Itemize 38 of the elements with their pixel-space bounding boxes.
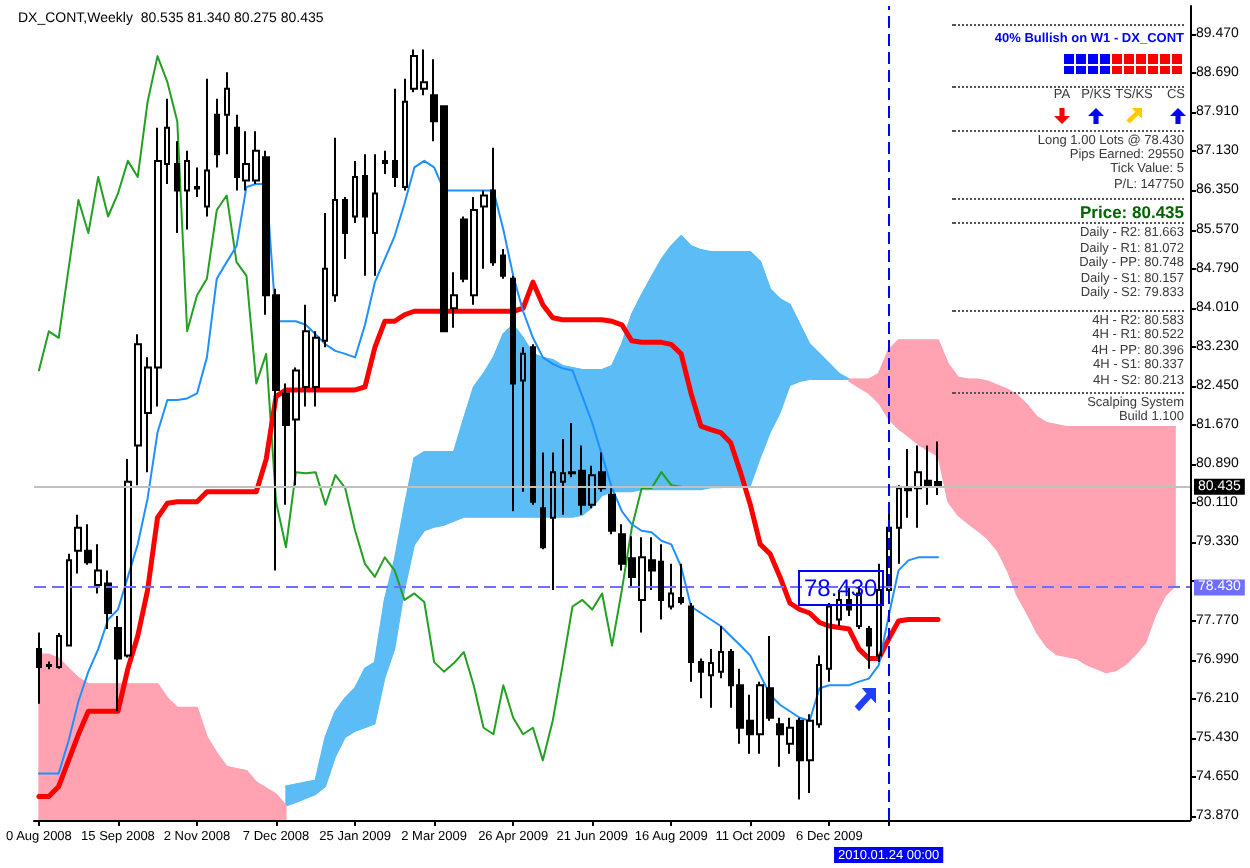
candlestick	[668, 562, 674, 611]
candlestick	[510, 274, 516, 513]
candlestick	[530, 343, 536, 506]
candlestick	[372, 153, 378, 277]
candlestick	[402, 77, 408, 192]
candlestick	[174, 140, 180, 235]
annotation: Price: 80.435	[1080, 202, 1184, 222]
candlestick	[36, 631, 42, 705]
candlestick	[214, 97, 220, 169]
candlestick	[876, 562, 882, 664]
candlestick	[550, 451, 556, 591]
line-series	[37, 55, 683, 762]
candlestick	[866, 625, 872, 670]
candlestick	[362, 153, 368, 277]
candlestick	[718, 625, 724, 680]
candlestick	[184, 149, 190, 231]
line-series	[37, 159, 940, 775]
candlestick	[332, 136, 338, 303]
candlestick	[520, 346, 526, 493]
candlestick	[392, 87, 398, 188]
candlestick	[382, 149, 388, 175]
candlestick	[352, 159, 358, 225]
candlestick	[886, 510, 892, 595]
candlestick	[688, 601, 694, 683]
candlestick	[500, 248, 506, 280]
candlestick	[66, 552, 72, 648]
line-series	[36, 279, 941, 799]
candlestick	[56, 632, 62, 670]
candlestick	[540, 451, 546, 551]
candlestick	[194, 166, 200, 198]
candlestick	[708, 648, 714, 709]
candlestick	[678, 562, 684, 606]
candlestick	[204, 77, 210, 218]
candlestick	[826, 601, 832, 683]
candlestick	[342, 195, 348, 261]
candlestick	[698, 657, 704, 700]
candlestick	[224, 71, 230, 156]
candlestick	[608, 487, 616, 536]
